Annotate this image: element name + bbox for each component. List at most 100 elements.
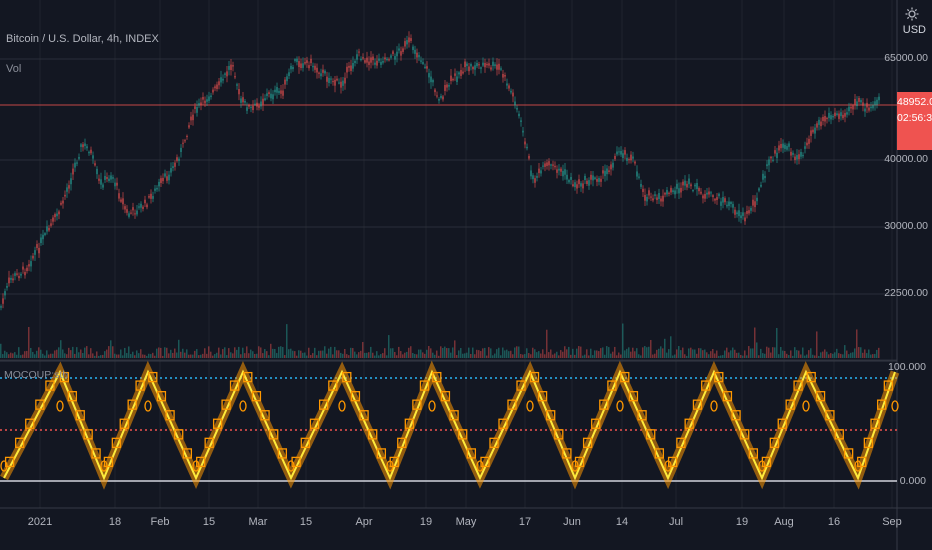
candle-body [664, 192, 666, 195]
volume-bar [92, 353, 94, 358]
volume-bar [302, 352, 304, 358]
volume-indicator-label[interactable]: Vol [6, 63, 22, 75]
candle-body [720, 201, 722, 206]
candle-body [122, 198, 124, 205]
candle-body [90, 149, 92, 154]
oscillator-indicator-label[interactable]: MOCOUP:sth [4, 369, 69, 381]
candle-body [198, 103, 200, 106]
volume-bar [446, 348, 448, 358]
volume-bar [858, 347, 860, 358]
time-axis-tick: Feb [150, 516, 170, 528]
candle-body [32, 255, 34, 259]
volume-bar [192, 354, 194, 358]
candle-body [728, 201, 730, 206]
volume-bar [336, 350, 338, 358]
volume-bar [168, 353, 170, 358]
candle-body [462, 71, 464, 74]
oscillator-trough-marker [854, 460, 862, 472]
candle-body [434, 89, 436, 93]
volume-bar [2, 354, 4, 358]
volume-bar [590, 348, 592, 358]
volume-bar [728, 352, 730, 358]
volume-bar [796, 350, 798, 358]
volume-bar [186, 349, 188, 358]
oscillator-marker [182, 448, 193, 459]
candle-body [454, 73, 456, 76]
candle-body [554, 165, 556, 168]
oscillator-marker [637, 410, 647, 421]
candle-body [398, 48, 400, 51]
candle-body [394, 56, 396, 60]
candle-body [572, 184, 574, 187]
oscillator-marker [537, 391, 548, 402]
volume-bar [782, 350, 784, 358]
oscillator-marker [714, 371, 724, 383]
candle-body [580, 183, 582, 187]
gear-icon[interactable] [904, 6, 920, 22]
volume-bar [552, 354, 554, 358]
candle-body [22, 266, 24, 270]
candle-body [68, 185, 70, 189]
volume-bar [430, 348, 432, 358]
volume-bar [504, 350, 506, 358]
volume-bar [48, 354, 50, 358]
currency-label[interactable]: USD [902, 24, 926, 36]
volume-bar [520, 354, 522, 358]
candle-body [120, 199, 122, 202]
candle-body [870, 106, 872, 109]
oscillator-marker [646, 429, 656, 440]
candle-body [158, 181, 160, 187]
candle-body [822, 116, 824, 121]
symbol-title[interactable]: Bitcoin / U.S. Dollar, 4h, INDEX [6, 33, 159, 45]
candle-body [600, 178, 602, 182]
candle-body [264, 98, 266, 101]
volume-bar [404, 352, 406, 358]
candle-body [780, 143, 782, 149]
volume-bar [824, 349, 826, 358]
candle-body [34, 250, 36, 255]
volume-bar [34, 354, 36, 358]
candle-body [428, 73, 430, 78]
candle-body [514, 101, 516, 106]
candle-body [828, 112, 830, 119]
candle-body [238, 89, 240, 95]
volume-bar [58, 347, 60, 358]
candle-body [640, 183, 642, 187]
volume-bar [384, 348, 386, 358]
candle-body [460, 70, 462, 76]
candle-body [66, 187, 68, 192]
volume-bar [176, 352, 178, 358]
candle-body [184, 140, 186, 142]
oscillator-marker [449, 410, 459, 421]
volume-bar [76, 347, 78, 358]
volume-bar [116, 354, 118, 358]
oscillator-marker [15, 437, 25, 448]
volume-bar [304, 352, 306, 358]
volume-bar [606, 346, 608, 358]
candle-body [878, 96, 880, 101]
volume-bar [220, 354, 222, 358]
candle-body [160, 178, 162, 183]
volume-bar [232, 353, 234, 358]
oscillator-marker [318, 399, 329, 410]
volume-bar [614, 346, 616, 358]
volume-bar [802, 347, 804, 358]
candle-body [84, 143, 86, 147]
volume-bar [624, 350, 626, 358]
volume-bar [16, 354, 18, 358]
volume-bar [94, 355, 96, 358]
volume-bar [62, 349, 64, 358]
oscillator-marker [432, 371, 442, 383]
volume-bar [844, 345, 846, 358]
volume-bar [38, 347, 40, 358]
volume-bar [452, 347, 454, 358]
volume-bar [244, 353, 246, 358]
volume-bar [572, 348, 574, 358]
volume-bar [50, 353, 52, 358]
oscillator-marker [397, 437, 407, 448]
candle-body [416, 52, 418, 58]
candle-body [288, 72, 290, 77]
oscillator-marker [419, 380, 430, 391]
volume-bar [78, 352, 80, 358]
